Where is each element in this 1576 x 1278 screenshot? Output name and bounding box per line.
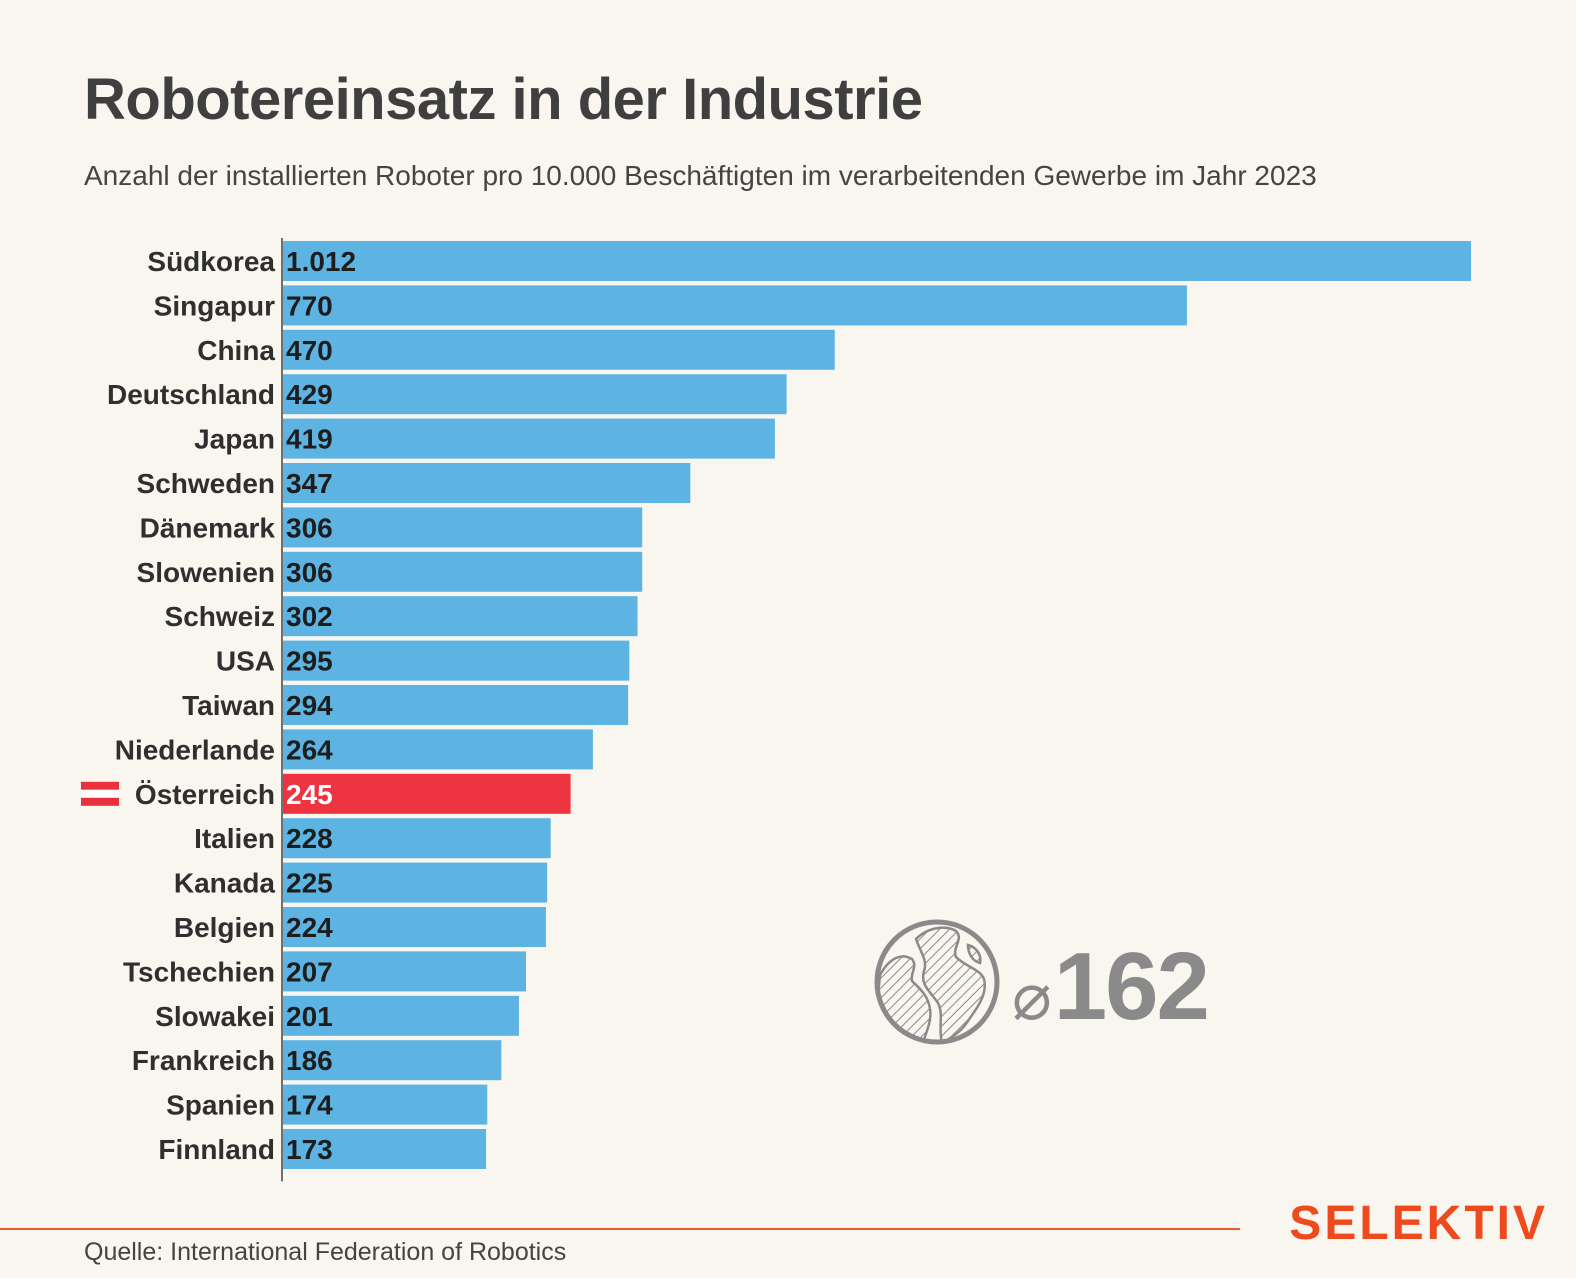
value-label: 302	[286, 601, 333, 632]
globe-icon	[874, 919, 1000, 1045]
chart-subtitle: Anzahl der installierten Roboter pro 10.…	[84, 160, 1317, 191]
value-label: 306	[286, 557, 333, 588]
value-label: 1.012	[286, 246, 356, 277]
source-note: Quelle: International Federation of Robo…	[84, 1238, 567, 1266]
category-label: Belgien	[174, 912, 275, 943]
value-label: 245	[286, 779, 333, 810]
value-label: 264	[286, 734, 333, 765]
value-label: 225	[286, 868, 333, 899]
bar-slowakei	[283, 995, 519, 1036]
chart-title: Robotereinsatz in der Industrie	[84, 67, 923, 132]
bar-usa	[283, 640, 630, 681]
category-label: Schweden	[137, 468, 275, 499]
value-label: 201	[286, 1001, 333, 1032]
value-label: 470	[286, 335, 333, 366]
bar-finnland	[283, 1129, 487, 1169]
category-label: China	[197, 335, 275, 366]
bar-kanada	[283, 862, 548, 903]
austria-flag-icon	[81, 781, 119, 806]
category-label: Tschechien	[123, 956, 275, 987]
value-label: 294	[286, 690, 333, 721]
category-label: Südkorea	[147, 246, 275, 277]
value-label: 429	[286, 379, 333, 410]
category-label: Österreich	[135, 779, 275, 810]
bar-südkorea	[283, 241, 1471, 281]
average-symbol: ⌀	[1012, 958, 1052, 1033]
value-label: 306	[286, 512, 333, 543]
value-label: 174	[286, 1090, 333, 1121]
bar-japan	[283, 418, 775, 459]
bar-österreich	[283, 773, 571, 814]
category-label: Deutschland	[107, 379, 275, 410]
bar-schweden	[283, 463, 691, 503]
category-label: Schweiz	[165, 601, 275, 632]
value-label: 207	[286, 956, 333, 987]
bar-singapur	[283, 285, 1187, 326]
category-label: Slowakei	[155, 1001, 275, 1032]
bar-china	[283, 329, 835, 370]
world-average: ⌀ 162	[872, 912, 1210, 1052]
bar-deutschland	[283, 374, 787, 415]
category-label: Finnland	[158, 1134, 275, 1165]
footer-divider	[0, 1228, 1240, 1230]
category-label: USA	[216, 646, 275, 677]
category-label: Frankreich	[132, 1045, 275, 1076]
category-label: Kanada	[174, 868, 276, 899]
bar-dänemark	[283, 507, 643, 548]
bar-niederlande	[283, 729, 593, 770]
category-label: Taiwan	[182, 690, 275, 721]
value-label: 295	[286, 646, 333, 677]
value-label: 419	[286, 424, 333, 455]
bar-frankreich	[283, 1040, 502, 1081]
average-value: 162	[1053, 933, 1210, 1040]
category-label: Italien	[194, 823, 275, 854]
value-label: 228	[286, 823, 333, 854]
category-label: Japan	[194, 424, 275, 455]
bar-italien	[283, 818, 551, 859]
brand-logo: SELEKTIV	[1289, 1197, 1548, 1250]
bar-belgien	[283, 907, 546, 947]
category-label: Dänemark	[140, 512, 276, 543]
bar-chart: 1.012 Südkorea 770 Singapur 470 China 429 Deuts…	[81, 238, 1471, 1182]
category-label: Singapur	[154, 290, 275, 321]
value-label: 770	[286, 290, 333, 321]
value-label: 173	[286, 1134, 333, 1165]
value-label: 186	[286, 1045, 333, 1076]
category-label: Niederlande	[115, 734, 275, 765]
category-label: Slowenien	[137, 557, 275, 588]
bar-schweiz	[283, 596, 638, 637]
bar-slowenien	[283, 551, 643, 592]
value-label: 347	[286, 468, 333, 499]
category-label: Spanien	[166, 1090, 275, 1121]
value-label: 224	[286, 912, 333, 943]
bar-tschechien	[283, 951, 526, 992]
bar-taiwan	[283, 685, 629, 725]
bar-spanien	[283, 1084, 488, 1125]
